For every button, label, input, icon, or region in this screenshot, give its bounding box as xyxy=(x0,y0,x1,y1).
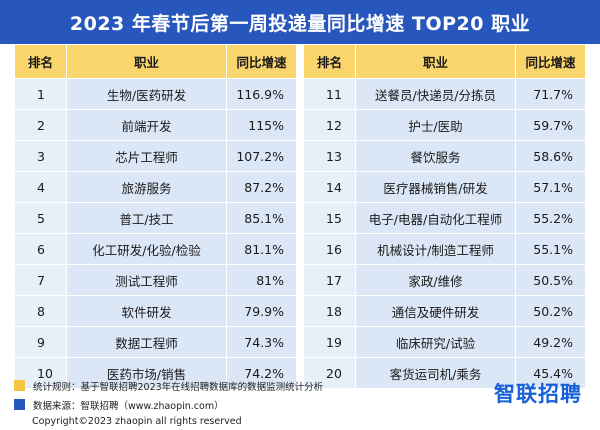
rank-cell: 4 xyxy=(14,171,67,203)
page-title: 2023 年春节后第一周投递量同比增速 TOP20 职业 xyxy=(0,0,600,44)
table-row: 4 旅游服务 87.2% 14 医疗器械销售/研发 57.1% xyxy=(14,171,586,203)
job-cell: 数据工程师 xyxy=(66,326,227,358)
job-cell: 化工研发/化验/检验 xyxy=(66,233,227,265)
table-row: 3 芯片工程师 107.2% 13 餐饮服务 58.6% xyxy=(14,140,586,172)
growth-cell: 74.3% xyxy=(226,326,297,358)
column-gap xyxy=(296,140,304,172)
column-gap xyxy=(296,264,304,296)
growth-cell: 74.2% xyxy=(226,357,297,389)
rank-cell: 5 xyxy=(14,202,67,234)
growth-cell: 57.1% xyxy=(515,171,586,203)
note-source: 数据来源：智联招聘（www.zhaopin.com） xyxy=(14,396,323,413)
table-row: 8 软件研发 79.9% 18 通信及硬件研发 50.2% xyxy=(14,295,586,327)
header-job-left: 职业 xyxy=(66,44,227,79)
table-row: 1 生物/医药研发 116.9% 11 送餐员/快递员/分拣员 71.7% xyxy=(14,78,586,110)
job-cell: 电子/电器/自动化工程师 xyxy=(355,202,516,234)
column-gap xyxy=(296,78,304,110)
table-row: 2 前端开发 115% 12 护士/医助 59.7% xyxy=(14,109,586,141)
job-cell: 临床研究/试验 xyxy=(355,326,516,358)
column-gap xyxy=(296,295,304,327)
rank-cell: 8 xyxy=(14,295,67,327)
ranking-table: 排名 职业 同比增速 排名 职业 同比增速 1 生物/医药研发 116.9% 11 送餐… xyxy=(14,44,586,389)
job-cell: 餐饮服务 xyxy=(355,140,516,172)
rank-cell: 1 xyxy=(14,78,67,110)
growth-cell: 81% xyxy=(226,264,297,296)
growth-cell: 50.2% xyxy=(515,295,586,327)
table-row: 9 数据工程师 74.3% 19 临床研究/试验 49.2% xyxy=(14,326,586,358)
growth-cell: 71.7% xyxy=(515,78,586,110)
rank-cell: 17 xyxy=(303,264,356,296)
job-cell: 前端开发 xyxy=(66,109,227,141)
table-row: 6 化工研发/化验/检验 81.1% 16 机械设计/制造工程师 55.1% xyxy=(14,233,586,265)
header-job-right: 职业 xyxy=(355,44,516,79)
job-cell: 医疗器械销售/研发 xyxy=(355,171,516,203)
growth-cell: 59.7% xyxy=(515,109,586,141)
growth-cell: 115% xyxy=(226,109,297,141)
rank-cell: 3 xyxy=(14,140,67,172)
growth-cell: 58.6% xyxy=(515,140,586,172)
growth-cell: 49.2% xyxy=(515,326,586,358)
job-cell: 普工/技工 xyxy=(66,202,227,234)
table-row: 5 普工/技工 85.1% 15 电子/电器/自动化工程师 55.2% xyxy=(14,202,586,234)
rank-cell: 7 xyxy=(14,264,67,296)
note-rule-text: 统计规则：基于智联招聘2023年在线招聘数据库的数据监测统计分析 xyxy=(33,381,324,393)
column-gap xyxy=(296,109,304,141)
job-cell: 芯片工程师 xyxy=(66,140,227,172)
header-growth-right: 同比增速 xyxy=(515,44,586,79)
rank-cell: 15 xyxy=(303,202,356,234)
job-cell: 生物/医药研发 xyxy=(66,78,227,110)
growth-cell: 55.1% xyxy=(515,233,586,265)
column-gap xyxy=(296,202,304,234)
note-source-text: 数据来源：智联招聘（www.zhaopin.com） xyxy=(33,400,224,412)
job-cell: 软件研发 xyxy=(66,295,227,327)
job-cell: 通信及硬件研发 xyxy=(355,295,516,327)
rank-cell: 2 xyxy=(14,109,67,141)
table-row: 7 测试工程师 81% 17 家政/维修 50.5% xyxy=(14,264,586,296)
growth-cell: 79.9% xyxy=(226,295,297,327)
rank-cell: 19 xyxy=(303,326,356,358)
rank-cell: 13 xyxy=(303,140,356,172)
rank-cell: 12 xyxy=(303,109,356,141)
header-rank-left: 排名 xyxy=(14,44,67,79)
growth-cell: 116.9% xyxy=(226,78,297,110)
column-gap xyxy=(296,357,304,389)
growth-cell: 55.2% xyxy=(515,202,586,234)
job-cell: 护士/医助 xyxy=(355,109,516,141)
growth-cell: 87.2% xyxy=(226,171,297,203)
zhaopin-logo: 智联招聘 xyxy=(494,382,582,406)
notes-section: 统计规则：基于智联招聘2023年在线招聘数据库的数据监测统计分析 数据来源：智联… xyxy=(14,377,323,415)
header-rank-right: 排名 xyxy=(303,44,356,79)
growth-cell: 107.2% xyxy=(226,140,297,172)
column-gap xyxy=(296,171,304,203)
growth-cell: 50.5% xyxy=(515,264,586,296)
job-cell: 旅游服务 xyxy=(66,171,227,203)
rank-cell: 11 xyxy=(303,78,356,110)
table-header-row: 排名 职业 同比增速 排名 职业 同比增速 xyxy=(14,44,586,79)
note-rule: 统计规则：基于智联招聘2023年在线招聘数据库的数据监测统计分析 xyxy=(14,377,323,394)
rank-cell: 16 xyxy=(303,233,356,265)
growth-cell: 81.1% xyxy=(226,233,297,265)
rank-cell: 18 xyxy=(303,295,356,327)
job-cell: 送餐员/快递员/分拣员 xyxy=(355,78,516,110)
yellow-square-icon xyxy=(14,380,25,391)
column-gap xyxy=(296,44,304,79)
growth-cell: 85.1% xyxy=(226,202,297,234)
column-gap xyxy=(296,233,304,265)
job-cell: 客货运司机/乘务 xyxy=(355,357,516,389)
job-cell: 测试工程师 xyxy=(66,264,227,296)
blue-square-icon xyxy=(14,399,25,410)
rank-cell: 20 xyxy=(303,357,356,389)
header-growth-left: 同比增速 xyxy=(226,44,297,79)
rank-cell: 6 xyxy=(14,233,67,265)
column-gap xyxy=(296,326,304,358)
rank-cell: 14 xyxy=(303,171,356,203)
growth-cell: 45.4% xyxy=(515,357,586,389)
job-cell: 家政/维修 xyxy=(355,264,516,296)
rank-cell: 9 xyxy=(14,326,67,358)
job-cell: 机械设计/制造工程师 xyxy=(355,233,516,265)
copyright-text: Copyright©2023 zhaopin all rights reserv… xyxy=(32,416,242,427)
